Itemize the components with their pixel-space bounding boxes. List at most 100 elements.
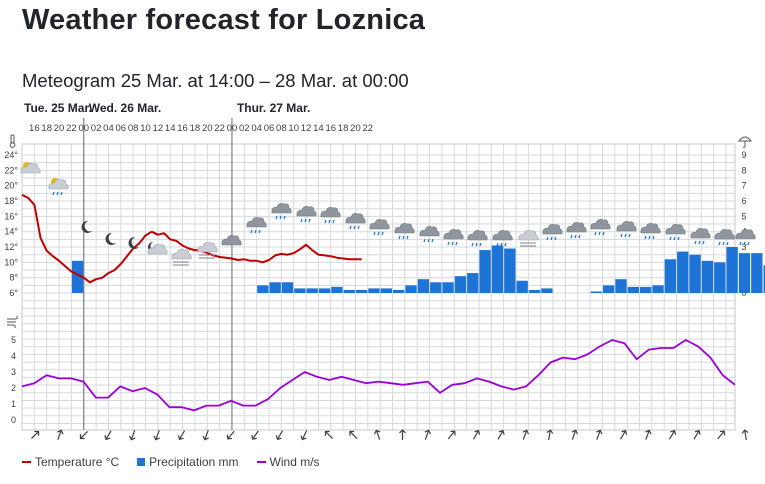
precipitation-bar — [71, 260, 84, 293]
hour-tick-label: 16 — [29, 123, 40, 134]
raindrop-icon — [620, 233, 623, 238]
wind-axis-label: 1 — [11, 399, 16, 409]
raindrop-icon — [373, 231, 376, 236]
raindrop-icon — [743, 241, 746, 246]
moon-icon — [81, 220, 92, 233]
wind-arrow-head — [571, 429, 579, 435]
wind-arrow-shaft — [204, 430, 209, 440]
cloudy-rain-icon — [296, 206, 317, 223]
legend-precipitation-label: Precipitation mm — [149, 455, 239, 469]
raindrop-icon — [427, 238, 430, 243]
wind-arrow-shaft — [227, 430, 235, 440]
clear-night-icon — [105, 232, 116, 245]
raindrop-icon — [455, 241, 458, 246]
precipitation-axis-label: 6 — [741, 196, 746, 206]
temperature-axis-label: 22° — [4, 165, 18, 175]
precipitation-bar — [738, 253, 751, 293]
cloud-icon — [492, 230, 513, 241]
temperature-axis-label: 16° — [4, 211, 18, 221]
precipitation-bar — [714, 262, 726, 293]
cloud-icon — [147, 244, 168, 255]
hour-tick-label: 08 — [128, 123, 139, 134]
hour-tick-label: 16 — [177, 123, 188, 134]
cloudy-rain-icon — [665, 224, 686, 241]
precipitation-bar — [430, 282, 442, 293]
hour-tick-label: 20 — [202, 123, 213, 134]
cloud-icon — [221, 235, 242, 246]
precipitation-bar — [294, 288, 306, 293]
wind-arrow-shaft — [645, 430, 650, 440]
wind-arrow-shaft — [105, 430, 112, 440]
raindrop-icon — [377, 231, 380, 236]
wind-arrow-shaft — [178, 430, 186, 440]
raindrop-icon — [718, 241, 721, 246]
wind-direction-arrow-icon — [546, 429, 554, 441]
legend-precipitation: Precipitation mm — [137, 455, 239, 469]
hour-tick-label: 16 — [325, 123, 336, 134]
wind-axis-label: 5 — [11, 335, 16, 345]
umbrella-icon — [737, 136, 753, 148]
wind-direction-arrow-icon — [497, 429, 505, 440]
temperature-axis-label: 14° — [4, 227, 18, 237]
wind-arrow-shaft — [447, 430, 456, 440]
wind-arrow-head — [719, 430, 726, 436]
cloud-icon — [369, 219, 390, 230]
raindrop-icon — [250, 229, 253, 234]
raindrop-icon — [60, 191, 63, 196]
precipitation-bar — [318, 288, 331, 293]
wind-arrow-head — [34, 430, 40, 436]
hour-tick-label: 20 — [350, 123, 361, 134]
raindrop-icon — [398, 235, 401, 240]
raindrop-icon — [747, 241, 750, 246]
precipitation-bars — [71, 245, 765, 293]
hour-tick-label: 22 — [66, 123, 77, 134]
precipitation-bar — [454, 276, 467, 293]
raindrop-icon — [648, 235, 651, 240]
page-title: Weather forecast for Loznica — [22, 4, 426, 36]
umbrella-icon-handle — [742, 141, 746, 148]
wind-direction-arrow-icon — [251, 430, 259, 440]
raindrop-icon — [328, 219, 331, 224]
wind-arrow-shaft — [80, 431, 88, 439]
wind-arrow-head — [275, 435, 282, 441]
cloudy-rain-icon — [566, 222, 587, 239]
raindrop-icon — [402, 235, 405, 240]
precipitation-axis-label: 7 — [741, 181, 746, 191]
wind-direction-arrow-icon — [153, 430, 160, 441]
precipitation-bar — [652, 285, 664, 293]
wind-icon-line — [7, 315, 18, 320]
wind-direction-arrow-icon — [472, 429, 481, 440]
day-label: Wed. 26 Mar. — [89, 101, 161, 115]
legend-temperature: Temperature °C — [22, 455, 119, 469]
cloud-icon — [690, 228, 711, 239]
wind-direction-arrow-icon — [399, 429, 406, 440]
wind-arrow-head — [498, 429, 505, 435]
cloudy-rain-icon — [320, 207, 341, 224]
cloudy-rain-icon — [640, 223, 661, 240]
raindrop-icon — [283, 215, 286, 220]
raindrop-icon — [300, 218, 303, 223]
moon-icon — [105, 232, 116, 245]
hour-tick-label: 02 — [91, 123, 102, 134]
cloud-icon — [616, 221, 637, 232]
cloud-icon — [640, 223, 661, 234]
wind-direction-arrow-icon — [447, 430, 456, 440]
cloud-icon — [271, 203, 292, 214]
wind-direction-arrow-icon — [596, 429, 603, 440]
raindrop-icon — [677, 236, 680, 241]
precipitation-axis-label: 8 — [741, 165, 746, 175]
wind-direction-arrow-icon — [226, 430, 235, 440]
precipitation-bar — [504, 248, 516, 293]
cloud-icon — [246, 217, 267, 228]
raindrop-icon — [602, 231, 605, 236]
wind-arrow-head — [399, 429, 406, 434]
wind-arrow-head — [128, 435, 136, 441]
clear-night-icon — [81, 220, 92, 233]
precipitation-bar — [343, 289, 355, 293]
raindrop-icon — [624, 233, 627, 238]
precipitation-bar — [763, 265, 765, 293]
raindrop-icon — [504, 242, 507, 247]
wind-arrow-shaft — [57, 430, 62, 440]
wind-arrow-shaft — [325, 431, 333, 439]
